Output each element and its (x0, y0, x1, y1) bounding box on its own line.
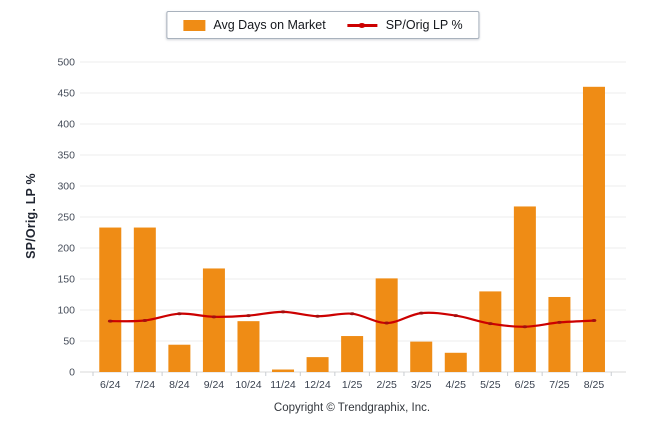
bar-5/25 (479, 291, 502, 372)
bar-12/24 (306, 357, 329, 372)
y-tick-label-300: 300 (57, 181, 75, 193)
x-tick-label-8/24: 8/24 (169, 379, 190, 391)
x-tick-label-3/25: 3/25 (411, 379, 432, 391)
legend-label-avg-days: Avg Days on Market (213, 18, 326, 32)
bar-8/25 (582, 86, 605, 373)
x-tick-label-12/24: 12/24 (304, 379, 330, 391)
bar-6/24 (99, 227, 122, 372)
x-tick-label-6/25: 6/25 (515, 379, 536, 391)
bar-1/25 (341, 336, 364, 372)
bar-11/24 (272, 369, 295, 372)
line-marker-6/24 (107, 319, 113, 323)
bar-2/25 (375, 278, 398, 372)
x-tick-label-2/25: 2/25 (376, 379, 397, 391)
y-tick-label-100: 100 (57, 305, 75, 317)
line-marker-10/24 (246, 314, 251, 318)
bar-9/24 (202, 268, 225, 372)
x-tick-label-9/24: 9/24 (204, 379, 225, 391)
y-tick-label-500: 500 (57, 57, 75, 69)
x-tick-label-6/24: 6/24 (100, 379, 121, 391)
x-tick-label-4/25: 4/25 (446, 379, 467, 391)
line-marker-11/24 (280, 310, 286, 314)
line-marker-3/25 (418, 311, 424, 315)
x-tick-label-8/25: 8/25 (584, 379, 605, 391)
line-marker-6/25 (522, 325, 528, 329)
line-marker-7/25 (557, 320, 562, 324)
bar-10/24 (237, 321, 260, 372)
y-tick-label-350: 350 (57, 150, 75, 162)
bar-swatch-icon (183, 19, 206, 31)
line-marker-8/25 (591, 319, 597, 323)
bar-7/24 (133, 227, 156, 372)
y-tick-label-400: 400 (57, 119, 75, 131)
x-tick-label-7/24: 7/24 (135, 379, 156, 391)
legend-label-sp-lp: SP/Orig LP % (385, 18, 463, 32)
bar-6/25 (513, 206, 536, 372)
x-tick-label-5/25: 5/25 (480, 379, 501, 391)
line-swatch-marker-icon (358, 22, 366, 28)
y-tick-label-250: 250 (57, 212, 75, 224)
y-tick-label-0: 0 (69, 367, 75, 379)
line-swatch-icon (347, 22, 378, 28)
bar-4/25 (444, 352, 467, 372)
bar-3/25 (410, 341, 433, 372)
legend: Avg Days on Market SP/Orig LP % (166, 11, 480, 39)
legend-item-sp-lp: SP/Orig LP % (347, 18, 463, 32)
line-marker-1/25 (349, 312, 355, 316)
line-marker-9/24 (211, 315, 217, 319)
line-marker-4/25 (453, 314, 459, 318)
copyright-text: Copyright © Trendgraphix, Inc. (273, 402, 431, 414)
x-tick-label-1/25: 1/25 (342, 379, 363, 391)
legend-item-avg-days: Avg Days on Market (183, 18, 326, 32)
bar-8/24 (168, 344, 191, 372)
x-tick-label-11/24: 11/24 (270, 379, 296, 391)
y-tick-label-450: 450 (57, 88, 75, 100)
bar-7/25 (548, 296, 571, 372)
line-marker-5/25 (487, 322, 493, 326)
line-marker-8/24 (176, 312, 182, 316)
y-tick-label-50: 50 (63, 336, 75, 348)
x-tick-label-7/25: 7/25 (549, 379, 570, 391)
line-marker-2/25 (384, 321, 390, 325)
y-tick-label-150: 150 (57, 274, 75, 286)
line-marker-7/24 (142, 319, 148, 323)
x-tick-label-10/24: 10/24 (235, 379, 261, 391)
line-marker-12/24 (315, 314, 320, 318)
y-tick-label-200: 200 (57, 243, 75, 255)
